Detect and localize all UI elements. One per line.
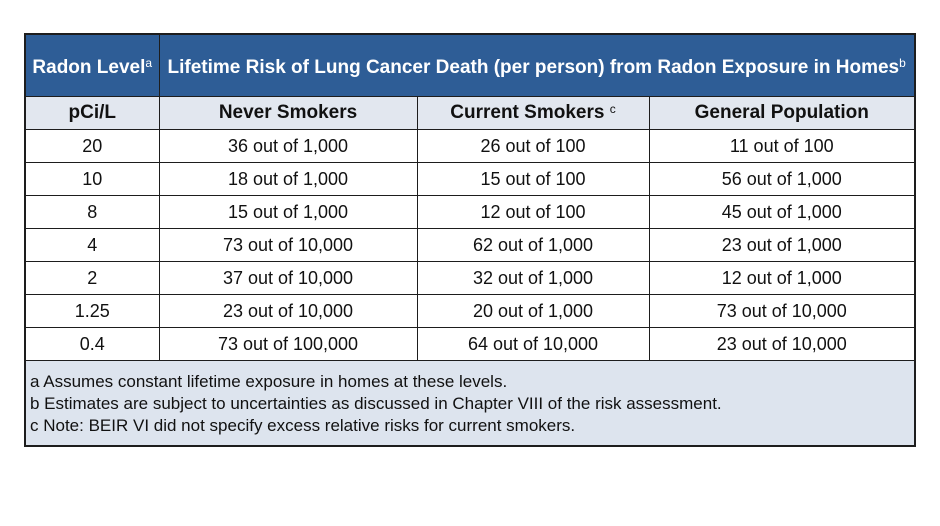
radon-risk-table-container: Radon Levela Lifetime Risk of Lung Cance… [24, 33, 917, 447]
table-row: 2 37 out of 10,000 32 out of 1,000 12 ou… [24, 261, 916, 295]
table-row: 1.25 23 out of 10,000 20 out of 1,000 73… [24, 294, 916, 328]
radon-level-cell: 10 [24, 162, 160, 196]
radon-level-header-text: Radon Level [32, 57, 146, 78]
footnote-marker-c: c [609, 102, 616, 116]
never-smokers-cell: 37 out of 10,000 [158, 261, 418, 295]
never-smokers-cell: 73 out of 10,000 [158, 228, 418, 262]
never-smokers-cell: 36 out of 1,000 [158, 129, 418, 163]
current-smokers-cell: 32 out of 1,000 [416, 261, 650, 295]
radon-level-cell: 2 [24, 261, 160, 295]
footnote-marker-a: a [145, 56, 153, 70]
table-row: 8 15 out of 1,000 12 out of 100 45 out o… [24, 195, 916, 229]
general-population-cell: 23 out of 10,000 [648, 327, 916, 361]
footnote-b: b Estimates are subject to uncertainties… [30, 394, 722, 413]
radon-risk-table: Radon Levela Lifetime Risk of Lung Cance… [24, 33, 917, 447]
radon-level-cell: 20 [24, 129, 160, 163]
current-smokers-header-text: Current Smokers [450, 102, 605, 123]
never-smokers-cell: 18 out of 1,000 [158, 162, 418, 196]
table-row: 4 73 out of 10,000 62 out of 1,000 23 ou… [24, 228, 916, 262]
current-smokers-cell: 26 out of 100 [416, 129, 650, 163]
general-population-cell: 12 out of 1,000 [648, 261, 916, 295]
never-smokers-header: Never Smokers [158, 96, 418, 130]
general-population-cell: 56 out of 1,000 [648, 162, 916, 196]
footnote-c: c Note: BEIR VI did not specify excess r… [30, 416, 576, 435]
general-population-header: General Population [648, 96, 916, 130]
lifetime-risk-header: Lifetime Risk of Lung Cancer Death (per … [158, 33, 916, 97]
radon-level-header: Radon Levela [24, 33, 160, 97]
radon-level-cell: 0.4 [24, 327, 160, 361]
footnote-marker-b: b [899, 56, 906, 70]
radon-level-cell: 8 [24, 195, 160, 229]
footnote-a: a Assumes constant lifetime exposure in … [30, 372, 508, 391]
table-row: 0.4 73 out of 100,000 64 out of 10,000 2… [24, 327, 916, 361]
table-header-row: Radon Levela Lifetime Risk of Lung Cance… [24, 33, 916, 97]
table-row: 20 36 out of 1,000 26 out of 100 11 out … [24, 129, 916, 163]
general-population-cell: 23 out of 1,000 [648, 228, 916, 262]
footnotes-cell: a Assumes constant lifetime exposure in … [24, 360, 916, 447]
current-smokers-cell: 12 out of 100 [416, 195, 650, 229]
radon-level-cell: 4 [24, 228, 160, 262]
unit-header: pCi/L [24, 96, 160, 130]
general-population-cell: 45 out of 1,000 [648, 195, 916, 229]
radon-level-cell: 1.25 [24, 294, 160, 328]
never-smokers-cell: 23 out of 10,000 [158, 294, 418, 328]
column-subheader-row: pCi/L Never Smokers Current Smokers c Ge… [24, 96, 916, 130]
current-smokers-cell: 15 out of 100 [416, 162, 650, 196]
footnotes-row: a Assumes constant lifetime exposure in … [24, 360, 916, 447]
never-smokers-cell: 73 out of 100,000 [158, 327, 418, 361]
current-smokers-cell: 64 out of 10,000 [416, 327, 650, 361]
general-population-cell: 11 out of 100 [648, 129, 916, 163]
current-smokers-cell: 62 out of 1,000 [416, 228, 650, 262]
current-smokers-header: Current Smokers c [416, 96, 650, 130]
lifetime-risk-header-text: Lifetime Risk of Lung Cancer Death (per … [167, 57, 900, 78]
current-smokers-cell: 20 out of 1,000 [416, 294, 650, 328]
general-population-cell: 73 out of 10,000 [648, 294, 916, 328]
table-row: 10 18 out of 1,000 15 out of 100 56 out … [24, 162, 916, 196]
never-smokers-cell: 15 out of 1,000 [158, 195, 418, 229]
